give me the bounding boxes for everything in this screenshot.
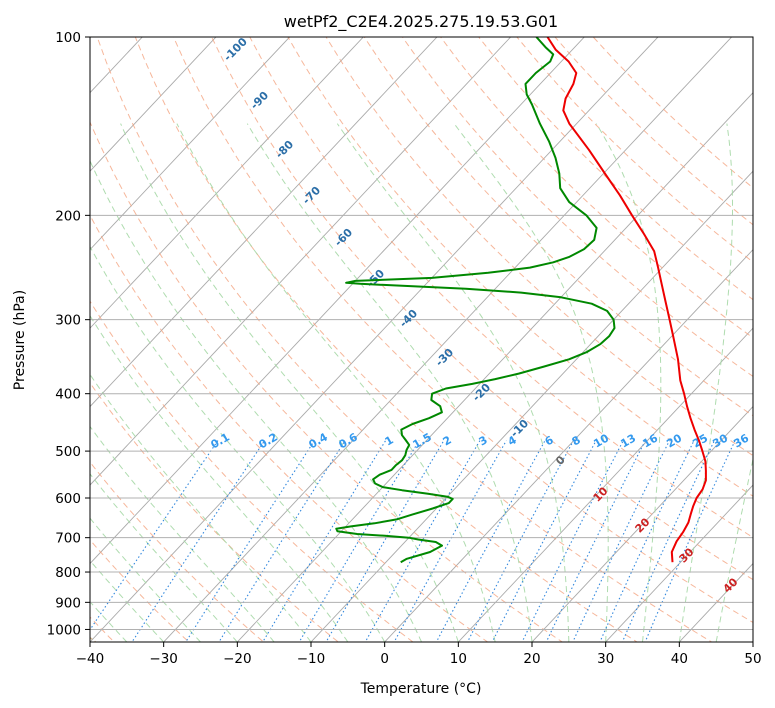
dry-adiabat-line xyxy=(90,382,340,642)
mixing-ratio-line xyxy=(298,440,420,642)
isotherm-line xyxy=(531,405,753,642)
mixing-ratio-line xyxy=(545,440,646,642)
moist-adiabat-line xyxy=(90,245,386,642)
mixing-ratio-line xyxy=(364,440,481,642)
profile-line xyxy=(546,37,707,563)
dry-adiabat-line xyxy=(325,37,753,457)
x-tick-label: 10 xyxy=(450,651,467,667)
isotherm-line xyxy=(310,170,753,642)
y-tick-label: 900 xyxy=(55,595,81,611)
dry-adiabat-line xyxy=(211,37,753,581)
mixing-ratio-line xyxy=(491,440,597,642)
isotherm-line xyxy=(384,248,753,642)
isotherm-line xyxy=(605,484,753,642)
mixing-ratio-line xyxy=(599,440,695,642)
mixing-ratio-line xyxy=(90,440,219,631)
isotherm-line xyxy=(90,37,438,408)
x-tick-label: −40 xyxy=(76,651,105,667)
moist-adiabat-line xyxy=(678,123,733,642)
x-tick-label: 20 xyxy=(523,651,540,667)
y-tick-label: 1000 xyxy=(47,622,81,638)
dry-adiabat-line xyxy=(134,37,713,642)
y-axis-label: Pressure (hPa) xyxy=(12,290,28,390)
x-tick-label: −30 xyxy=(149,651,178,667)
moist-adiabat-line xyxy=(453,123,609,642)
dry-adiabat-line xyxy=(363,37,753,417)
mixing-ratio-line xyxy=(218,440,346,642)
mixing-ratio-line xyxy=(521,440,624,642)
dry-adiabat-line xyxy=(90,461,265,642)
dry-adiabat-line xyxy=(90,539,190,642)
mixing-ratio-line xyxy=(435,440,546,642)
isotherm-line xyxy=(163,37,733,642)
moist-adiabat-line xyxy=(336,123,570,642)
moist-adiabat-line xyxy=(176,123,496,642)
moist-adiabat-line xyxy=(246,123,533,642)
moist-adiabat-line xyxy=(90,517,201,642)
x-tick-label: −20 xyxy=(223,651,252,667)
y-tick-label: 500 xyxy=(55,444,81,460)
moist-adiabat-line xyxy=(90,425,275,642)
mixing-ratio-line xyxy=(325,440,445,642)
y-axis-ticks: 100 200 300 400 500 600 700 800 900 1000 xyxy=(47,30,90,638)
pressure-gridlines xyxy=(90,37,753,630)
profile-line xyxy=(335,37,616,564)
x-tick-label: 30 xyxy=(597,651,614,667)
y-tick-label: 400 xyxy=(55,387,81,403)
x-axis-ticks: −40 −30 −20 −10 0 10 20 30 40 50 xyxy=(76,642,762,667)
isotherm-line xyxy=(90,37,659,642)
y-tick-label: 600 xyxy=(55,491,81,507)
x-axis-label: Temperature (°C) xyxy=(360,681,482,697)
y-tick-label: 800 xyxy=(55,565,81,581)
dry-adiabat-line xyxy=(90,300,414,642)
y-tick-label: 300 xyxy=(55,313,81,329)
isotherm-line xyxy=(90,37,217,172)
background-grid xyxy=(90,37,753,642)
y-tick-label: 100 xyxy=(55,30,81,46)
dry-adiabat-line xyxy=(96,37,638,642)
moist-adiabat-line xyxy=(595,123,662,642)
profile-series xyxy=(335,37,707,564)
moist-adiabat-line xyxy=(90,473,238,642)
mixing-ratio-line xyxy=(393,440,507,642)
mixing-ratio-line xyxy=(644,440,736,642)
chart-title: wetPf2_C2E4.2025.275.19.53.G01 xyxy=(284,12,558,32)
mixing-ratio-line xyxy=(466,440,574,642)
x-tick-label: 50 xyxy=(744,651,761,667)
y-tick-label: 200 xyxy=(55,208,81,224)
isotherm-line xyxy=(90,37,585,565)
dry-adiabat-line xyxy=(172,37,753,624)
isotherm-line xyxy=(236,92,753,642)
x-tick-label: 40 xyxy=(671,651,688,667)
isotherm-line xyxy=(457,327,753,642)
plot-frame xyxy=(89,36,754,643)
moist-adiabat-line xyxy=(90,373,312,642)
mixing-ratio-line xyxy=(572,440,670,642)
dry-adiabat-line xyxy=(478,37,753,301)
isotherm-line xyxy=(90,37,364,329)
isotherm-line xyxy=(90,37,512,486)
mixing-ratio-line xyxy=(621,440,715,642)
dry-adiabat-line xyxy=(249,37,753,539)
moist-adiabat-line xyxy=(715,456,753,642)
dry-adiabat-line xyxy=(90,120,564,642)
y-tick-label: 700 xyxy=(55,531,81,547)
x-tick-label: 0 xyxy=(380,651,389,667)
moist-adiabat-line xyxy=(90,559,165,642)
mixing-ratio-line xyxy=(185,440,315,642)
moist-adiabat-line xyxy=(120,123,459,642)
x-tick-label: −10 xyxy=(297,651,326,667)
moist-adiabat-line xyxy=(90,159,422,642)
dry-adiabat-line xyxy=(90,214,489,642)
isotherm-line xyxy=(90,37,291,251)
